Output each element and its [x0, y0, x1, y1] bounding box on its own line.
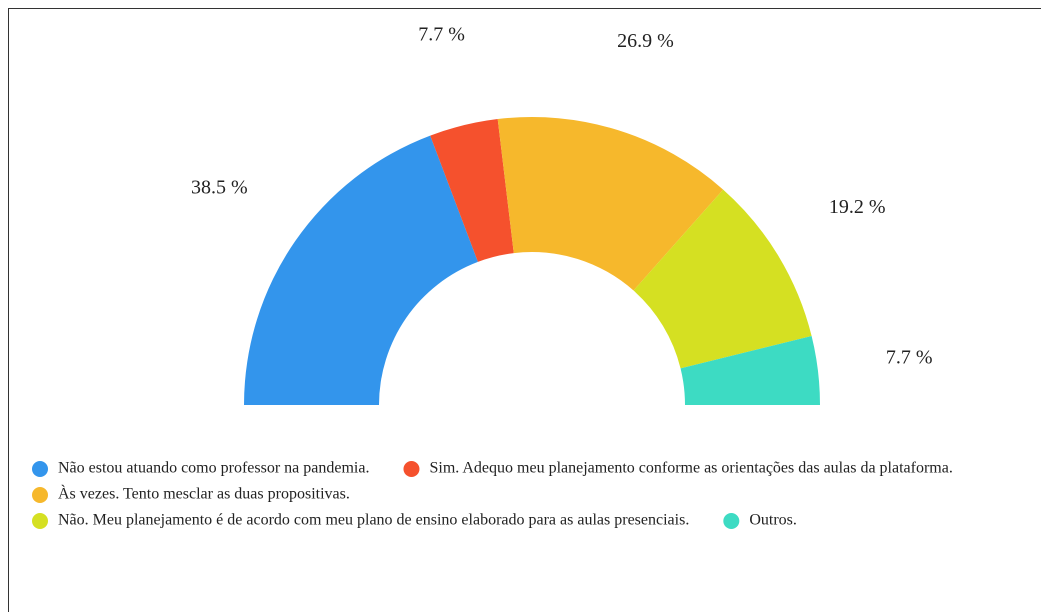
legend-marker [32, 513, 48, 529]
legend-label: Não estou atuando como professor na pand… [58, 460, 369, 477]
legend-label: Não. Meu planejamento é de acordo com me… [58, 512, 689, 529]
slice [244, 135, 478, 406]
value-label: 38.5 % [191, 177, 248, 199]
value-label: 7.7 % [418, 24, 465, 46]
slice [497, 117, 724, 291]
legend-marker [32, 487, 48, 503]
legend-item: Outros. [723, 512, 797, 529]
slice [680, 336, 820, 405]
slice [430, 119, 514, 262]
legend-label: Outros. [749, 512, 797, 529]
legend-marker [403, 461, 420, 477]
value-label: 7.7 % [886, 347, 933, 369]
legend-label: Sim. Adequo meu planejamento conforme as… [429, 460, 952, 477]
legend-item: Sim. Adequo meu planejamento conforme as… [403, 460, 953, 477]
frame [8, 8, 1041, 612]
value-label: 19.2 % [829, 196, 886, 218]
legend-item: Às vezes. Tento mesclar as duas proposit… [32, 484, 350, 503]
legend-item: Não. Meu planejamento é de acordo com me… [32, 512, 689, 529]
slice [633, 189, 812, 369]
legend-label: Às vezes. Tento mesclar as duas proposit… [58, 484, 350, 503]
legend-item: Não estou atuando como professor na pand… [32, 460, 369, 477]
value-label: 26.9 % [617, 30, 674, 52]
legend-marker [723, 513, 740, 529]
legend-marker [32, 461, 48, 477]
